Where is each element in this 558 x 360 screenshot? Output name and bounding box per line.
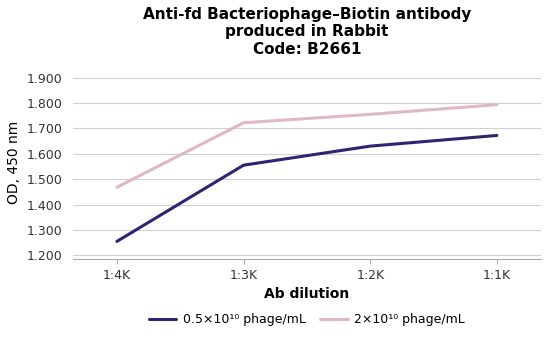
Legend: 0.5×10¹⁰ phage/mL, 2×10¹⁰ phage/mL: 0.5×10¹⁰ phage/mL, 2×10¹⁰ phage/mL <box>144 308 470 331</box>
2×10¹⁰ phage/mL <box>240 121 247 125</box>
2×10¹⁰ phage/mL <box>113 185 120 189</box>
0.5×10¹⁰ phage/mL <box>494 133 501 138</box>
0.5×10¹⁰ phage/mL <box>113 239 120 244</box>
Line: 2×10¹⁰ phage/mL: 2×10¹⁰ phage/mL <box>117 105 497 187</box>
2×10¹⁰ phage/mL <box>367 112 374 117</box>
0.5×10¹⁰ phage/mL <box>240 163 247 167</box>
Y-axis label: OD, 450 nm: OD, 450 nm <box>7 120 21 204</box>
X-axis label: Ab dilution: Ab dilution <box>264 288 349 301</box>
Title: Anti-fd Bacteriophage–Biotin antibody
produced in Rabbit
Code: B2661: Anti-fd Bacteriophage–Biotin antibody pr… <box>143 7 471 57</box>
Line: 0.5×10¹⁰ phage/mL: 0.5×10¹⁰ phage/mL <box>117 135 497 242</box>
0.5×10¹⁰ phage/mL <box>367 144 374 148</box>
2×10¹⁰ phage/mL <box>494 103 501 107</box>
